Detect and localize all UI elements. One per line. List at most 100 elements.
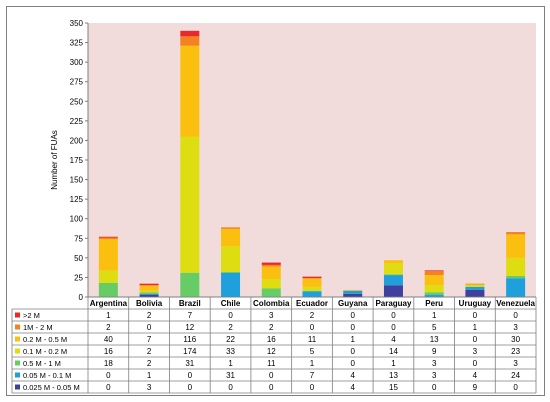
legend-swatch [15,324,20,330]
bar-segment [180,272,200,297]
bar-segment [98,236,118,238]
legend-swatch [15,384,20,390]
category-label: Colombia [253,299,290,308]
bar-segment [383,285,403,297]
table-cell: 5 [310,347,315,356]
table-cell: 0 [269,371,274,380]
bar-segment [506,234,526,258]
table-cell: 7 [310,371,315,380]
bar-segment [302,278,322,287]
y-tick-label: 225 [70,117,84,126]
category-label: Argentina [90,299,128,308]
table-cell: 9 [432,347,437,356]
bar-segment [383,274,403,276]
category-label: Peru [425,299,443,308]
y-tick-label: 350 [70,19,84,28]
table-cell: 2 [147,359,152,368]
bar-segment [261,278,281,289]
table-cell: 18 [104,359,113,368]
y-axis-label: Number of FUAs [50,130,59,190]
bar-segment [465,284,485,287]
bar-segment [424,285,444,293]
y-tick-label: 300 [70,58,84,67]
table-cell: 3 [473,347,478,356]
bar-segment [343,289,363,291]
table-cell: 3 [147,383,152,392]
y-tick-label: 75 [74,234,83,243]
table-cell: 0 [310,323,315,332]
bar-segment [139,290,159,293]
legend-swatch [15,312,20,318]
table-cell: 24 [511,371,520,380]
bar-segment [424,271,444,276]
category-label: Brazil [179,299,201,308]
table-cell: 0 [391,311,396,320]
table-cell: 31 [226,371,235,380]
y-tick-label: 0 [79,293,84,302]
bar-segment [383,263,403,275]
bar-segment [139,293,159,295]
table-cell: 40 [104,335,113,344]
table-cell: 0 [513,383,518,392]
table-cell: 31 [185,359,194,368]
bar-segment [180,45,200,137]
y-tick-label: 100 [70,215,84,224]
bar-segment [424,292,444,295]
table-cell: 0 [188,371,193,380]
table-cell: 11 [267,359,276,368]
bar-segment [261,266,281,279]
table-cell: 0 [513,311,518,320]
bar-segment [139,283,159,286]
bar-segment [221,228,241,247]
table-cell: 0 [310,383,315,392]
y-tick-label: 275 [70,78,84,87]
table-cell: 30 [511,335,520,344]
bar-segment [383,260,403,264]
table-cell: 0 [473,311,478,320]
table-cell: 0 [269,383,274,392]
bar-segment [302,286,322,291]
category-label: Uruguay [459,299,492,308]
table-cell: 9 [473,383,478,392]
category-label: Paraguay [375,299,412,308]
table-cell: 13 [430,335,439,344]
table-cell: 4 [473,371,478,380]
y-tick-label: 25 [74,273,83,282]
bar-segment [180,30,200,37]
table-cell: 2 [106,323,111,332]
bar-segment [98,239,118,271]
table-cell: 1 [106,311,111,320]
table-cell: 2 [147,347,152,356]
y-tick-label: 200 [70,136,84,145]
legend-label: 1M - 2 M [23,323,53,332]
bar-segment [98,282,118,297]
table-cell: 16 [267,335,276,344]
table-cell: 1 [432,311,437,320]
table-cell: 0 [228,311,233,320]
bar-segment [506,232,526,235]
table-cell: 14 [389,347,398,356]
table-cell: 4 [351,383,356,392]
table-cell: 2 [147,311,152,320]
table-cell: 0 [106,383,111,392]
table-cell: 12 [267,347,276,356]
table-cell: 5 [432,323,437,332]
bar-segment [465,289,485,297]
table-cell: 2 [228,323,233,332]
table-cell: 0 [473,335,478,344]
table-cell: 23 [511,347,520,356]
legend-swatch [15,372,20,378]
data-table: Argentina Bolivia Brazil Chile Colombia Ecuad… [11,296,537,394]
table-cell: 13 [389,371,398,380]
table-cell: 1 [228,359,233,368]
bar-segment [98,237,118,240]
bar-segment [221,227,241,229]
bar-segment [261,264,281,267]
table-cell: 4 [391,335,396,344]
bars [98,30,526,297]
bar-segment [221,246,241,272]
table-cell: 2 [269,323,274,332]
bar-segment [343,290,363,294]
category-label: Guyana [338,299,368,308]
